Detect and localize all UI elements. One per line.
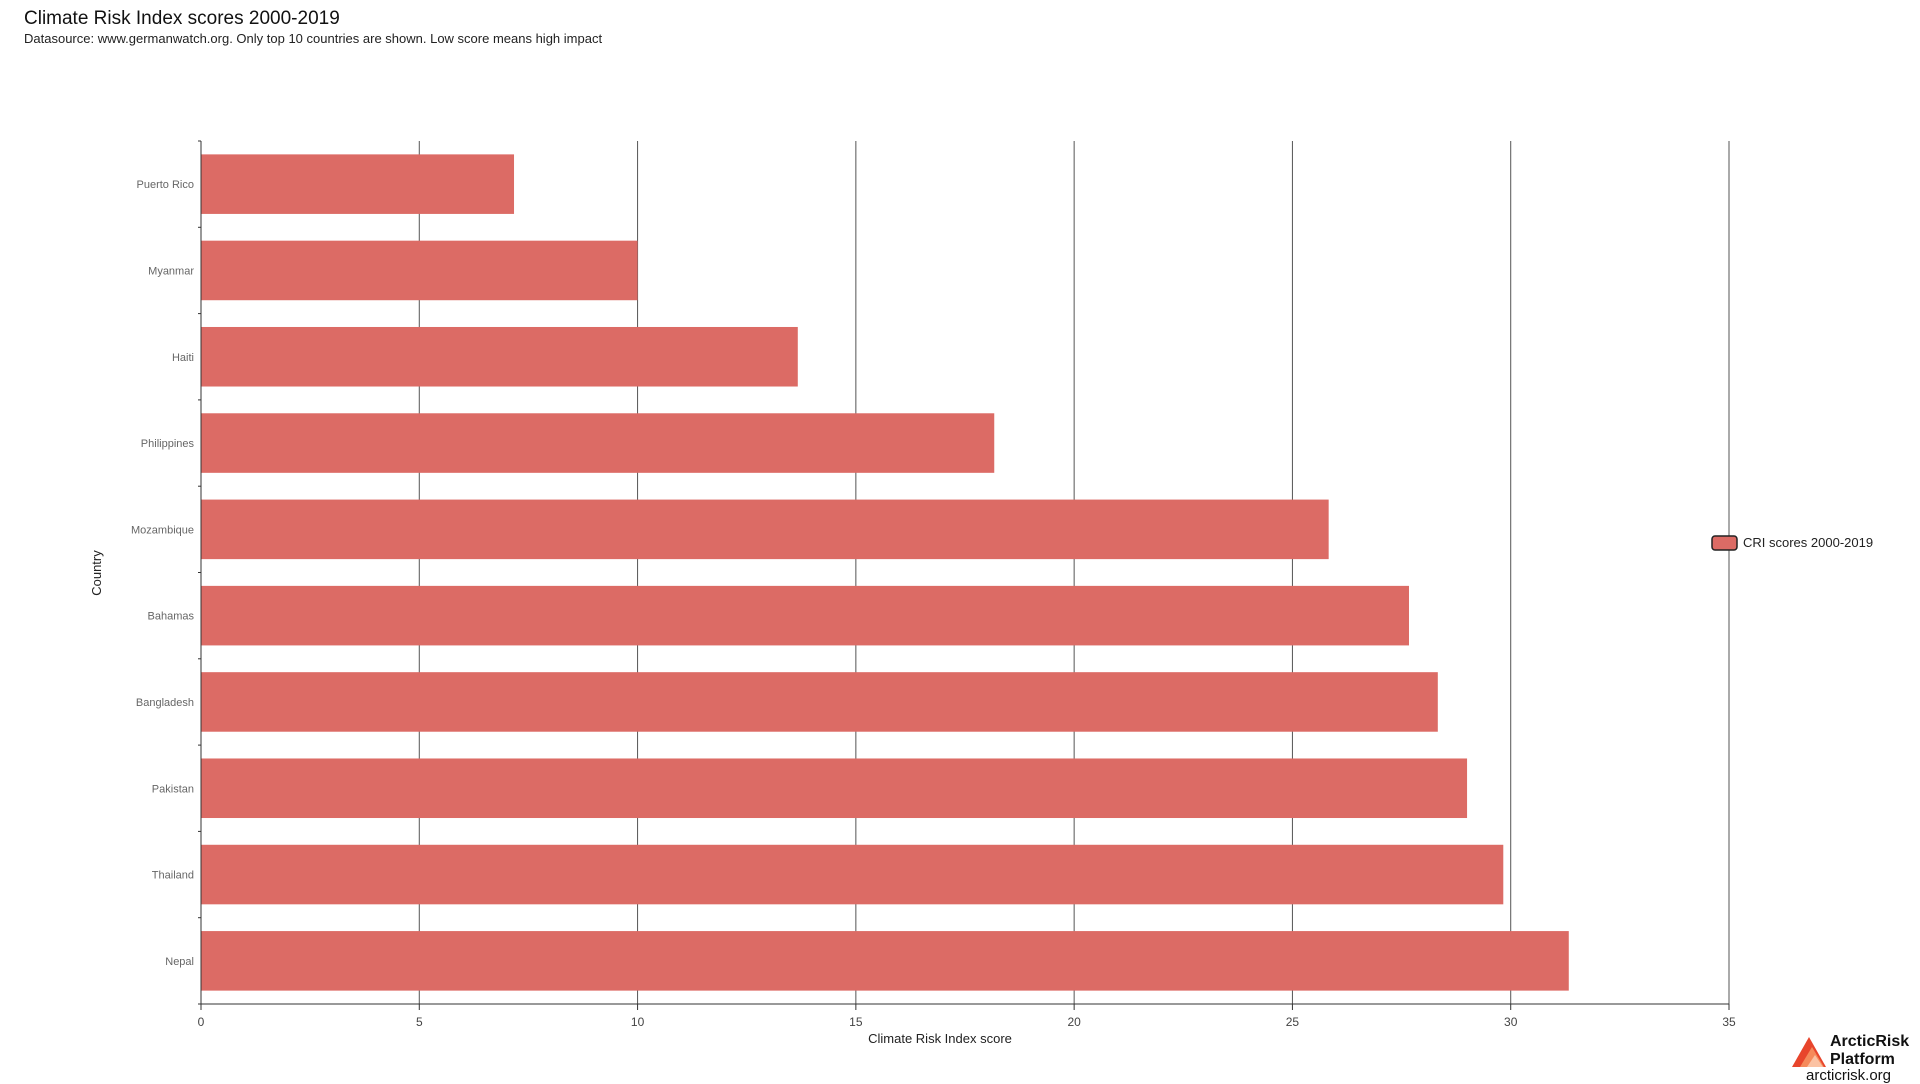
bar-myanmar[interactable] (201, 240, 638, 301)
y-axis-title: Country (89, 550, 104, 596)
logo-url: arcticrisk.org (1806, 1067, 1892, 1084)
axes (198, 140, 1730, 1010)
legend-swatch (1711, 535, 1738, 551)
bar-bahamas[interactable] (201, 585, 1409, 646)
x-tick-label: 10 (631, 1015, 645, 1029)
bar-haiti[interactable] (201, 326, 798, 387)
x-tick-label: 5 (416, 1015, 423, 1029)
y-category-label: Bangladesh (136, 697, 194, 709)
y-category-label: Philippines (141, 438, 195, 450)
logo-line2: Platform (1830, 1051, 1895, 1068)
chart-subtitle: Datasource: www.germanwatch.org. Only to… (24, 31, 603, 46)
y-category-label: Thailand (152, 870, 194, 882)
arcticrisk-logo-icon (1792, 1037, 1826, 1067)
legend: CRI scores 2000-2019 (1711, 535, 1873, 551)
bar-bangladesh[interactable] (201, 672, 1438, 732)
y-category-label: Bahamas (148, 611, 195, 623)
x-tick-label: 15 (849, 1015, 863, 1029)
y-category-label: Haiti (172, 352, 194, 364)
bar-pakistan[interactable] (201, 758, 1468, 819)
x-tick-label: 35 (1722, 1015, 1736, 1029)
x-tick-label: 20 (1067, 1015, 1081, 1029)
arcticrisk-logo[interactable]: ArcticRisk Platform arcticrisk.org (1790, 1033, 1915, 1084)
y-category-label: Pakistan (152, 783, 194, 795)
logo-line1: ArcticRisk (1830, 1033, 1910, 1050)
chart-title: Climate Risk Index scores 2000-2019 (24, 8, 340, 29)
x-tick-label: 25 (1286, 1015, 1300, 1029)
bar-mozambique[interactable] (201, 499, 1329, 560)
legend-label: CRI scores 2000-2019 (1743, 535, 1873, 550)
bar-nepal[interactable] (201, 931, 1569, 991)
bar-philippines[interactable] (201, 413, 995, 473)
bar-thailand[interactable] (201, 844, 1504, 905)
y-category-label: Puerto Rico (137, 179, 194, 191)
y-category-label: Myanmar (148, 265, 194, 277)
bars (201, 154, 1569, 991)
x-axis-title: Climate Risk Index score (868, 1031, 1012, 1046)
x-tick-label: 0 (198, 1015, 205, 1029)
axis-labels: 0 5 10 15 20 25 30 35 Puerto Rico Myanmar Haiti Phi… (89, 179, 1736, 1046)
bar-puerto-rico[interactable] (201, 154, 515, 214)
y-category-label: Mozambique (131, 524, 194, 536)
y-category-label: Nepal (165, 956, 194, 968)
x-tick-label: 30 (1504, 1015, 1518, 1029)
